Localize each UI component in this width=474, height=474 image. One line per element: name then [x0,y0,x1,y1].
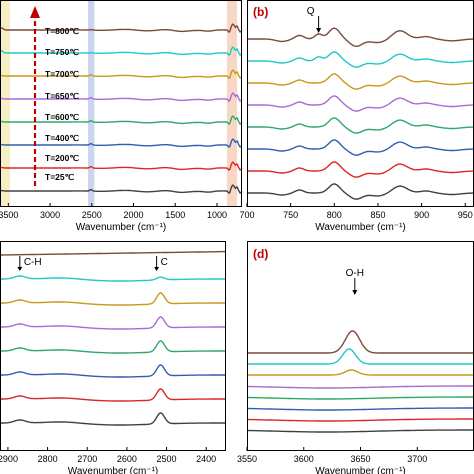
series-line-c-0 [0,412,226,426]
x-axis-label: Wavenumber (cm⁻¹) [76,222,166,233]
x-tick-label: 2500 [82,210,102,220]
annotation-arrowhead [316,28,322,33]
x-axis-label: Wavenumber (cm⁻¹) [68,466,158,474]
panel-b: 700 750 800 850 900 950 Wavenumber (cm⁻¹) (b) Q [239,0,474,233]
annotation-label: O-H [346,268,364,279]
annotation-arrowhead [154,267,160,271]
series-line-a-2 [0,138,243,149]
series-line-a-5 [0,69,243,80]
panel-a: 3500 3000 2500 2000 1500 1000 Wavenumber (cm⁻¹… [0,0,243,233]
highlight-band-1 [88,0,95,207]
series-line-b-5 [247,73,474,90]
x-tick-label: 3650 [350,454,370,464]
x-tick-label: 2500 [157,454,177,464]
legend-label: T=400℃ [45,133,79,143]
series-line-a-7 [0,23,243,34]
series-line-d-1 [247,418,474,422]
series-line-a-1 [0,161,243,172]
x-tick-label: 900 [414,210,429,220]
series-line-b-7 [247,27,474,47]
series-line-c-4 [0,316,226,330]
series-line-b-1 [247,161,474,178]
annotation-label: Q [307,6,315,17]
x-tick-label: 950 [458,210,473,220]
legend-label: T=200℃ [45,153,79,163]
panel-label: (b) [253,5,268,19]
plot-frame-c [0,241,226,451]
x-tick-label: 850 [370,210,385,220]
x-axis-label: Wavenumber (cm⁻¹) [315,222,405,233]
plot-frame-a [0,0,242,207]
x-tick-label: 3550 [237,454,257,464]
legend-label: T=600℃ [45,112,79,122]
series-line-c-2 [0,364,226,378]
series-line-c-5 [0,292,226,306]
series-line-a-0 [0,184,243,195]
x-tick-label: 3700 [407,454,427,464]
temperature-arrowhead [30,6,40,18]
x-tick-label: 1500 [165,210,185,220]
annotation-label: C-H [24,257,42,268]
series-line-b-4 [247,95,474,112]
series-line-d-2 [247,407,474,411]
series-line-d-5 [247,369,474,376]
panel-label: (d) [253,247,268,261]
series-line-b-6 [247,51,474,68]
x-tick-label: 2000 [124,210,144,220]
x-tick-label: 3500 [0,210,18,220]
series-line-b-0 [247,183,474,200]
annotation-arrowhead [352,290,358,295]
annotation-arrowhead [17,267,23,271]
series-line-b-2 [247,139,474,156]
x-tick-label: 3600 [294,454,314,464]
x-tick-label: 2700 [77,454,97,464]
x-tick-label: 750 [283,210,298,220]
series-line-d-0 [247,429,474,433]
series-line-d-6 [247,348,474,365]
legend-label: T=25℃ [45,172,75,182]
legend-label: T=800℃ [45,26,79,36]
series-line-d-3 [247,396,474,400]
series-line-c-1 [0,388,226,402]
series-line-c-6 [0,275,226,282]
legend-label: T=750℃ [45,47,79,57]
x-tick-label: 1000 [207,210,227,220]
legend-label: T=700℃ [45,69,79,79]
x-axis-label: Wavenumber (cm⁻¹) [315,466,405,474]
series-line-a-4 [0,92,243,103]
x-tick-label: 800 [327,210,342,220]
series-line-d-4 [247,385,474,389]
highlight-band-2 [226,0,237,207]
x-tick-label: 700 [239,210,254,220]
x-tick-label: 2400 [196,454,216,464]
x-tick-label: 2900 [0,454,18,464]
series-line-d-7 [247,330,474,354]
series-line-c-3 [0,340,226,354]
x-tick-label: 2800 [38,454,58,464]
series-line-c-7 [0,250,226,256]
x-tick-label: 2600 [117,454,137,464]
panel-c: 2900 2800 2700 2600 2500 2400 Wavenumber (cm⁻¹… [0,241,226,474]
annotation-label: C [161,257,168,268]
series-line-a-3 [0,115,243,126]
highlight-band-0 [0,0,11,207]
series-line-a-6 [0,46,243,57]
x-tick-label: 3000 [40,210,60,220]
series-line-b-3 [247,117,474,134]
legend-label: T=650℃ [45,91,79,101]
